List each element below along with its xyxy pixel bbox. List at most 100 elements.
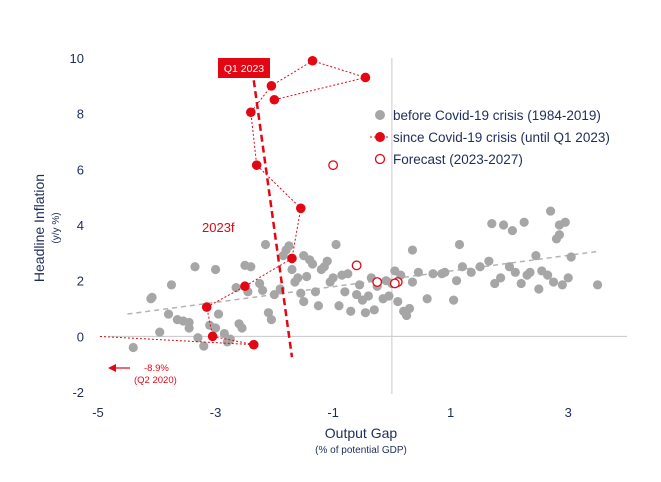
before-covid-point — [407, 245, 418, 255]
before-covid-point — [490, 278, 500, 289]
before-covid-point — [328, 273, 338, 283]
before-covid-point — [563, 273, 573, 283]
before-covid-point — [407, 277, 418, 287]
before-covid-point — [210, 323, 221, 333]
y-tick-label: 6 — [77, 162, 84, 177]
y-axis-title: Headline Inflation — [31, 174, 47, 282]
before-covid-point — [266, 315, 276, 325]
y-tick-label: 2 — [77, 274, 84, 289]
before-covid-point — [193, 333, 203, 343]
y-tick-label: 0 — [77, 329, 84, 344]
y-tick-label: 4 — [77, 218, 84, 233]
since-covid-point — [360, 72, 371, 83]
before-covid-point — [255, 278, 265, 289]
before-covid-point — [199, 341, 209, 351]
before-covid-point — [352, 289, 362, 300]
before-covid-point — [343, 269, 353, 279]
before-covid-point — [525, 267, 535, 277]
before-covid-point — [163, 309, 174, 319]
since-covid-point — [207, 331, 218, 342]
x-tick-label: -1 — [327, 405, 339, 420]
before-covid-point — [384, 291, 394, 301]
before-covid-point — [184, 317, 194, 328]
legend-label-since: since Covid-19 crisis (until Q1 2023) — [393, 130, 610, 145]
before-covid-point — [548, 277, 559, 287]
before-covid-point — [496, 273, 506, 283]
before-covid-point — [543, 270, 553, 280]
x-axis-subtitle: (% of potential GDP) — [315, 445, 407, 456]
before-covid-point — [475, 262, 485, 272]
before-covid-point — [296, 288, 306, 298]
before-covid-point — [401, 310, 412, 321]
before-covid-point — [466, 267, 476, 277]
before-covid-point — [428, 269, 438, 279]
x-tick-label: -5 — [92, 405, 104, 420]
y-tick-label: 10 — [70, 51, 84, 66]
q1-2023-label-box — [218, 58, 270, 78]
before-covid-point — [331, 239, 341, 250]
before-covid-point — [454, 239, 465, 250]
before-covid-point — [190, 262, 200, 272]
x-tick-label: -3 — [210, 405, 222, 420]
before-covid-point — [557, 280, 567, 290]
before-covid-point — [531, 251, 541, 261]
before-covid-point — [284, 241, 294, 251]
off-chart-value: -8.9% — [144, 363, 169, 374]
before-covid-point — [299, 296, 309, 307]
before-covid-point — [307, 259, 318, 269]
before-covid-point — [155, 327, 165, 337]
before-covid-point — [210, 264, 221, 275]
before-covid-point — [128, 342, 138, 353]
legend-label-before: before Covid-19 crisis (1984-2019) — [393, 108, 601, 123]
before-covid-point — [393, 296, 403, 307]
before-covid-point — [593, 280, 603, 290]
since-covid-point — [307, 55, 318, 66]
before-covid-point — [440, 267, 450, 277]
before-covid-point — [498, 220, 509, 230]
before-covid-point — [313, 301, 324, 311]
since-covid-point — [240, 281, 250, 292]
since-covid-point — [266, 81, 277, 91]
before-covid-point — [413, 267, 423, 277]
before-covid-point — [560, 217, 570, 227]
before-covid-point — [487, 219, 497, 229]
since-covid-point — [248, 339, 259, 350]
before-covid-point — [231, 283, 241, 293]
legend-marker-hollow — [374, 153, 386, 165]
before-covid-point — [340, 287, 350, 297]
since-covid-point — [251, 160, 262, 170]
before-covid-point — [484, 256, 494, 266]
before-covid-point — [404, 303, 415, 314]
forecast-2023-label: 2023f — [202, 220, 235, 235]
x-tick-label: 1 — [447, 405, 454, 420]
before-covid-point — [457, 262, 468, 272]
legend-marker-grey — [375, 110, 385, 120]
off-chart-connector — [97, 335, 254, 346]
y-axis-subtitle: (y/y %) — [51, 212, 62, 243]
before-covid-point — [363, 291, 373, 301]
since-covid-point — [269, 94, 280, 105]
legend: before Covid-19 crisis (1984-2019) since… — [370, 108, 610, 167]
before-covid-point — [449, 295, 459, 305]
before-covid-point — [293, 273, 303, 283]
before-covid-point — [534, 284, 544, 294]
before-covid-point — [219, 328, 229, 339]
y-tick-label: 8 — [77, 107, 84, 122]
before-covid-point — [269, 289, 279, 300]
before-covid-point — [302, 271, 312, 282]
off-chart-arrow-head — [108, 364, 116, 372]
before-covid-point — [310, 287, 321, 297]
y-tick-label: -2 — [72, 385, 84, 400]
before-covid-point — [507, 225, 517, 236]
legend-label-forecast: Forecast (2023-2027) — [393, 152, 523, 167]
before-covid-point — [225, 334, 235, 344]
forecast-point — [372, 277, 383, 288]
before-covid-point — [287, 264, 297, 275]
before-covid-point — [545, 206, 556, 216]
before-covid-point — [369, 305, 379, 315]
before-covid-point — [322, 256, 332, 266]
x-axis-title: Output Gap — [325, 425, 398, 441]
before-covid-point — [346, 306, 356, 316]
legend-marker-red — [375, 132, 385, 142]
